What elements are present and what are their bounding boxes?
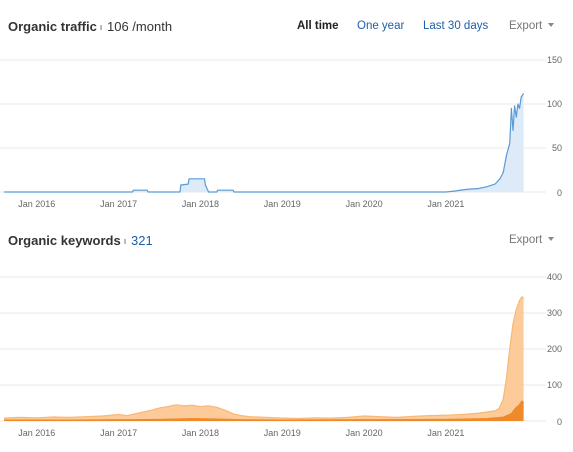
x-tick-label: Jan 2016 [18,199,55,209]
keywords-export-button[interactable]: Export [509,234,555,246]
organic-traffic-title: Organic traffic [8,19,97,34]
y-tick-label: 300 [547,308,562,318]
organic-keywords-value: 321 [131,233,153,248]
x-tick-label: Jan 2016 [18,428,55,438]
range-one-year-button[interactable]: One year [357,20,405,32]
keywords-export-label: Export [509,234,543,246]
organic-keywords-title: Organic keywords [8,233,121,248]
x-tick-label: Jan 2020 [346,199,383,209]
x-tick-label: Jan 2017 [100,199,137,209]
y-tick-label: 150 [547,55,562,65]
series-line [4,93,525,193]
series-area [4,93,524,192]
range-all-time-button[interactable]: All time [297,20,339,32]
y-tick-label: 0 [557,417,562,427]
y-tick-label: 0 [557,188,562,198]
organic-traffic-chart[interactable]: 150 100 50 0 Jan 2016 Jan 2017 Jan 2018 Jan 201… [0,50,573,220]
organic-keywords-header: Organic keywords 321 Export [0,230,573,254]
range-last-30-days-button[interactable]: Last 30 days [423,20,489,32]
y-tick-label: 100 [547,99,562,109]
x-tick-label: Jan 2018 [182,199,219,209]
x-tick-label: Jan 2021 [427,428,464,438]
series-line [4,400,525,422]
chevron-down-icon [548,23,555,27]
y-tick-label: 50 [552,143,562,153]
x-tick-label: Jan 2019 [264,428,301,438]
x-tick-label: Jan 2019 [264,199,301,209]
x-tick-label: Jan 2020 [346,428,383,438]
x-tick-label: Jan 2017 [100,428,137,438]
organic-keywords-chart[interactable]: 400 300 200 100 0 Jan 2016 Jan 2017 Jan 2018 Jan… [0,262,573,452]
y-tick-label: 200 [547,344,562,354]
y-tick-label: 400 [547,272,562,282]
x-tick-label: Jan 2018 [182,428,219,438]
x-tick-label: Jan 2021 [427,199,464,209]
info-icon[interactable] [100,25,102,30]
series-line [4,296,525,420]
chevron-down-icon [548,237,555,241]
organic-traffic-value: 106 /month [107,19,173,34]
y-tick-label: 100 [547,380,562,390]
series-area [4,296,524,421]
traffic-export-button[interactable]: Export [509,20,555,32]
organic-traffic-header: Organic traffic 106 /month All time One … [0,16,573,40]
traffic-export-label: Export [509,20,543,32]
info-icon[interactable] [124,239,126,244]
